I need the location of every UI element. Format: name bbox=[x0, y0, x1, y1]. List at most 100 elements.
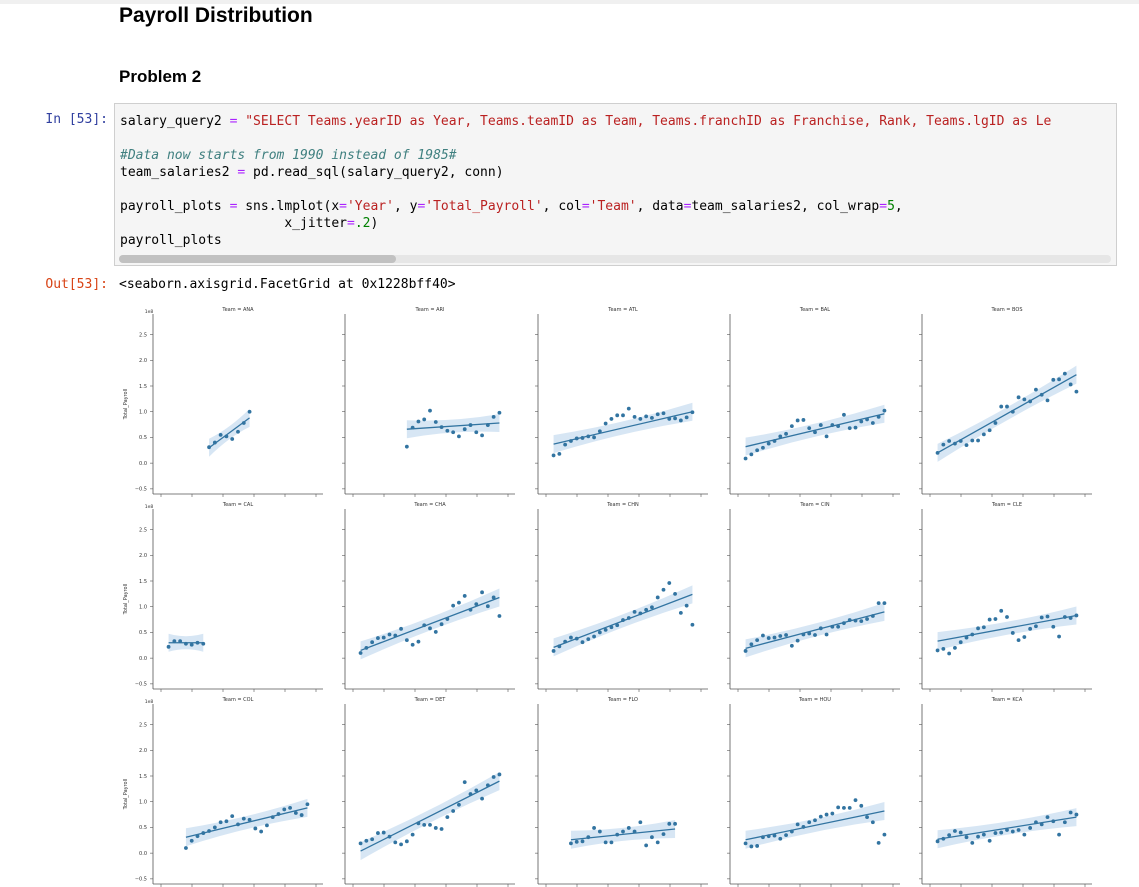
data-point bbox=[761, 445, 765, 450]
data-point bbox=[1074, 812, 1079, 817]
data-point bbox=[976, 834, 980, 839]
data-point bbox=[941, 836, 946, 841]
data-point bbox=[592, 634, 596, 639]
data-point bbox=[870, 421, 875, 425]
data-point bbox=[818, 814, 823, 819]
data-point bbox=[807, 820, 812, 825]
data-point bbox=[987, 428, 992, 433]
data-point bbox=[491, 595, 496, 600]
facet-panel: Team = BAL bbox=[727, 307, 900, 497]
facet-title: Team = HOU bbox=[798, 697, 831, 703]
data-point bbox=[935, 839, 940, 844]
y-axis-label: Total_Payroll bbox=[123, 389, 129, 421]
data-point bbox=[236, 822, 240, 827]
data-point bbox=[853, 425, 858, 430]
y-tick-label: 1.0 bbox=[139, 410, 147, 416]
data-point bbox=[678, 610, 683, 615]
data-point bbox=[632, 609, 637, 614]
data-point bbox=[678, 418, 683, 423]
facet-title: Team = ARI bbox=[415, 307, 445, 313]
data-point bbox=[218, 820, 223, 825]
data-point bbox=[207, 445, 211, 450]
data-point bbox=[778, 836, 783, 841]
data-point bbox=[195, 834, 200, 839]
facet-title: Team = CHN bbox=[606, 502, 639, 508]
data-point bbox=[1028, 626, 1033, 631]
data-point bbox=[259, 829, 264, 834]
data-point bbox=[462, 427, 467, 432]
data-point bbox=[485, 604, 490, 609]
data-point bbox=[592, 435, 596, 440]
data-point bbox=[468, 792, 473, 796]
data-point bbox=[807, 631, 812, 636]
data-point bbox=[1005, 615, 1009, 619]
data-point bbox=[970, 438, 975, 443]
data-point bbox=[451, 603, 456, 608]
data-point bbox=[789, 424, 794, 429]
data-point bbox=[410, 425, 415, 430]
data-point bbox=[615, 413, 620, 418]
data-point bbox=[650, 835, 654, 840]
y-tick-label: 2.5 bbox=[139, 527, 147, 533]
data-point bbox=[580, 436, 585, 440]
data-point bbox=[224, 819, 229, 824]
data-point bbox=[422, 417, 427, 422]
data-point bbox=[830, 624, 835, 629]
data-point bbox=[993, 617, 998, 621]
data-point bbox=[376, 831, 380, 835]
data-point bbox=[293, 811, 298, 815]
data-point bbox=[1039, 822, 1044, 827]
data-point bbox=[416, 419, 421, 424]
data-point bbox=[749, 844, 754, 849]
data-point bbox=[842, 621, 846, 626]
y-tick-label: 0.0 bbox=[139, 461, 147, 467]
scrollbar-thumb[interactable] bbox=[119, 255, 396, 263]
data-point bbox=[947, 651, 952, 656]
y-tick-label: 0.5 bbox=[139, 825, 147, 831]
data-point bbox=[364, 838, 369, 843]
data-point bbox=[451, 809, 456, 813]
y-tick-label: 2.5 bbox=[139, 332, 147, 338]
data-point bbox=[690, 622, 695, 627]
data-point bbox=[189, 838, 194, 843]
data-point bbox=[859, 419, 864, 424]
data-point bbox=[574, 636, 579, 641]
data-point bbox=[690, 410, 695, 415]
data-point bbox=[766, 834, 771, 839]
data-point bbox=[993, 831, 998, 835]
data-point bbox=[557, 451, 562, 456]
data-point bbox=[603, 421, 608, 426]
data-point bbox=[772, 635, 777, 640]
data-point bbox=[1057, 634, 1061, 639]
data-point bbox=[416, 821, 421, 826]
output-prompt: Out[53]: bbox=[45, 277, 108, 292]
data-point bbox=[673, 416, 677, 421]
horizontal-scrollbar[interactable] bbox=[119, 255, 1111, 263]
facet-panel: Team = ANA 2.5 2.0 1.5 1.0 0.5 0.0 −0.5 1e8 Total… bbox=[123, 307, 323, 497]
code-cell-input[interactable]: salary_query2 = "SELECT Teams.yearID as … bbox=[114, 103, 1117, 266]
code-editor[interactable]: salary_query2 = "SELECT Teams.yearID as … bbox=[120, 114, 1052, 248]
data-point bbox=[981, 832, 986, 837]
data-point bbox=[830, 811, 835, 816]
facet-panel: Team = COL 2.5 2.0 1.5 1.0 0.5 0.0 −0.5 1e8 Total… bbox=[123, 697, 323, 887]
data-point bbox=[178, 639, 183, 644]
data-point bbox=[778, 434, 783, 439]
data-point bbox=[1034, 820, 1038, 825]
input-prompt: In [53]: bbox=[45, 112, 108, 127]
data-point bbox=[621, 618, 625, 622]
data-point bbox=[801, 418, 806, 422]
data-point bbox=[569, 439, 573, 443]
regression-line bbox=[185, 807, 308, 838]
data-point bbox=[563, 442, 568, 447]
data-point bbox=[755, 638, 760, 643]
data-point bbox=[999, 830, 1004, 835]
y-tick-label: 0.5 bbox=[139, 435, 147, 441]
code-comment: #Data now starts from 1990 instead of 19… bbox=[120, 148, 457, 163]
data-point bbox=[638, 611, 643, 616]
data-point bbox=[655, 840, 660, 845]
regression-line bbox=[360, 780, 500, 852]
data-point bbox=[457, 600, 461, 605]
data-point bbox=[789, 829, 794, 834]
data-point bbox=[941, 646, 946, 651]
facet-title: Team = DET bbox=[414, 697, 447, 703]
